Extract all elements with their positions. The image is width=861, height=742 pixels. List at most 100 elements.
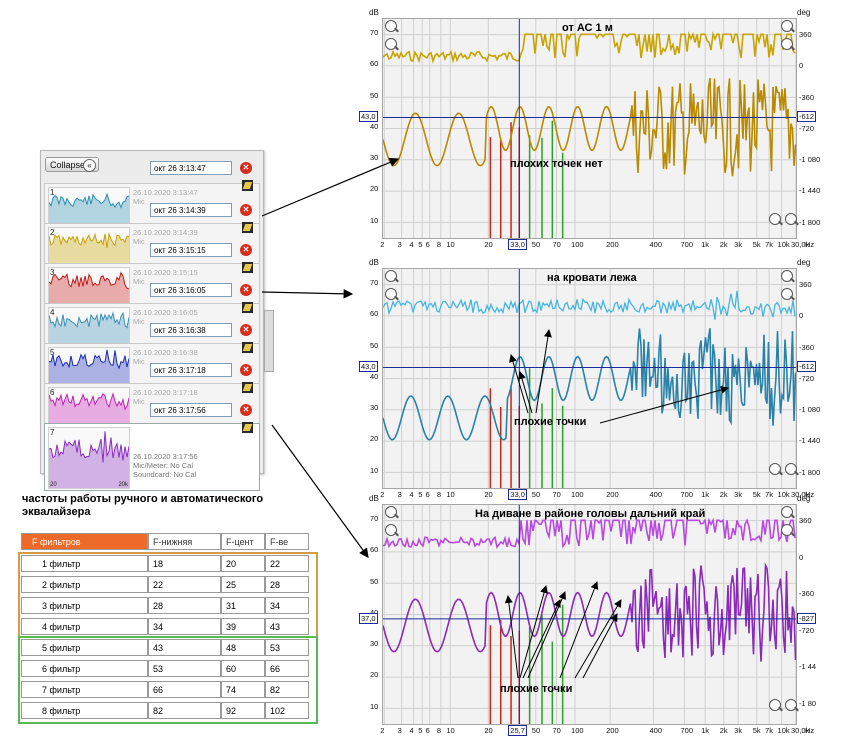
- measurement-name-field[interactable]: окт 26 3:16:05: [150, 283, 232, 297]
- measurement-date: 26.10.2020 3:16:05: [133, 308, 198, 317]
- phase-curve: [382, 31, 796, 64]
- thumbnail-axis-high: 20k: [118, 482, 128, 488]
- zoom-icon[interactable]: [385, 270, 397, 282]
- zoom-icon[interactable]: [385, 288, 397, 300]
- zoom-icon[interactable]: [385, 38, 397, 50]
- zoom-icon[interactable]: [785, 463, 797, 475]
- edit-measurement-icon[interactable]: [242, 382, 253, 393]
- zoom-person-icon[interactable]: [781, 506, 793, 518]
- bad-points-arrows-chart-2: [509, 329, 729, 424]
- remove-measurement-icon[interactable]: ✕: [240, 244, 252, 256]
- magnitude-curve: [382, 562, 797, 662]
- chart-title: от АС 1 м: [562, 22, 613, 34]
- db-unit-label: dB: [369, 258, 379, 267]
- table-header-cell: F фильтров: [21, 533, 148, 550]
- measurement-meta: 26.10.2020 3:17:18 Mic: [133, 388, 198, 406]
- edit-measurement-icon[interactable]: [242, 262, 253, 273]
- db-tick: 50: [370, 340, 379, 350]
- freq-tick: 4: [409, 726, 414, 735]
- db-tick: 70: [370, 514, 379, 523]
- db-tick: 70: [370, 278, 379, 287]
- measurement-item[interactable]: 7 20 20k 26.10.2020 3:17:56 Mic/Meter: No Ca…: [44, 423, 260, 491]
- table-header-cell: F-ве: [265, 533, 309, 550]
- zoom-person-icon[interactable]: [781, 38, 793, 50]
- edit-measurement-icon[interactable]: [242, 342, 253, 353]
- freq-tick: 70: [552, 240, 561, 249]
- edit-measurement-icon[interactable]: [242, 302, 253, 313]
- measurement-number: 1: [50, 188, 55, 197]
- deg-tick: -1 440: [799, 186, 821, 196]
- measurement-name-field[interactable]: окт 26 3:17:18: [150, 363, 232, 377]
- zoom-person-icon[interactable]: [781, 288, 793, 300]
- zoom-icon[interactable]: [385, 506, 397, 518]
- measurement-name-field[interactable]: окт 26 3:16:38: [150, 323, 232, 337]
- chart-plot-area[interactable]: [382, 504, 797, 725]
- freq-tick: 8: [436, 726, 441, 735]
- db-tick: 40: [370, 371, 379, 381]
- freq-tick: 2: [380, 240, 385, 249]
- measurement-mic: Mic: [133, 197, 145, 206]
- db-unit-label: dB: [369, 8, 379, 17]
- chart-title: На диване в районе головы дальний край: [475, 508, 706, 520]
- zoom-icon[interactable]: [769, 699, 781, 711]
- chart-annotation: плохие точки: [500, 683, 573, 695]
- remove-measurement-icon[interactable]: ✕: [240, 162, 252, 174]
- zoom-icon[interactable]: [385, 20, 397, 32]
- edit-measurement-icon[interactable]: [242, 422, 253, 433]
- filter-name-cell: 4 фильтр: [21, 618, 148, 635]
- zoom-person-icon[interactable]: [781, 20, 793, 32]
- filter-value-cell: 82: [265, 681, 309, 698]
- remove-measurement-icon[interactable]: ✕: [240, 404, 252, 416]
- bad-points-arrows-chart-3: [504, 581, 622, 679]
- filter-name-cell: 7 фильтр: [21, 681, 148, 698]
- zoom-icon[interactable]: [785, 213, 797, 225]
- filter-value-cell: 82: [148, 702, 221, 719]
- deg-tick: -360: [799, 342, 815, 352]
- measurement-name-field[interactable]: окт 26 3:15:15: [150, 243, 232, 257]
- remove-measurement-icon[interactable]: ✕: [240, 284, 252, 296]
- zoom-icon[interactable]: [769, 213, 781, 225]
- zoom-person-icon[interactable]: [781, 524, 793, 536]
- freq-tick: 1k: [701, 726, 710, 735]
- deg-tick: -360: [799, 92, 815, 102]
- pen-glyph: [242, 344, 253, 351]
- deg-tick: -360: [799, 589, 815, 598]
- deg-tick: 360: [799, 516, 812, 525]
- freq-tick: 70: [552, 490, 561, 499]
- db-tick: 10: [370, 465, 379, 475]
- freq-tick: 10k: [777, 726, 790, 735]
- edit-measurement-icon[interactable]: [242, 222, 253, 233]
- deg-tick: -1 080: [799, 405, 821, 415]
- chart-plot-area[interactable]: [382, 18, 797, 239]
- db-tick: 60: [370, 59, 379, 69]
- zoom-person-icon[interactable]: [781, 270, 793, 282]
- freq-tick: 5: [418, 240, 423, 249]
- filter-value-cell: 53: [265, 639, 309, 656]
- freq-tick: 30,0k: [791, 490, 810, 499]
- zoom-icon[interactable]: [769, 463, 781, 475]
- freq-tick: 200: [606, 490, 619, 499]
- measurement-name-field[interactable]: окт 26 3:17:56: [150, 403, 232, 417]
- panel-scrollbar[interactable]: [264, 310, 274, 372]
- deg-tick: 360: [799, 280, 812, 289]
- measurement-name-field[interactable]: окт 26 3:14:39: [150, 203, 232, 217]
- measurement-number: 5: [50, 348, 55, 357]
- remove-measurement-icon[interactable]: ✕: [240, 364, 252, 376]
- freq-tick: 8: [436, 240, 441, 249]
- db-tick: 40: [370, 121, 379, 131]
- freq-tick: 6: [425, 240, 430, 249]
- chart-plot-area[interactable]: [382, 268, 797, 489]
- freq-tick: 10: [446, 490, 455, 499]
- remove-measurement-icon[interactable]: ✕: [240, 204, 252, 216]
- remove-measurement-icon[interactable]: ✕: [240, 324, 252, 336]
- freq-tick: 30,0k: [791, 726, 810, 735]
- zoom-icon[interactable]: [385, 524, 397, 536]
- measurement-meta: 26.10.2020 3:15:15 Mic: [133, 268, 198, 286]
- edit-measurement-icon[interactable]: [242, 180, 253, 191]
- zoom-icon[interactable]: [785, 699, 797, 711]
- collapse-button[interactable]: Collapse «: [45, 157, 99, 172]
- chart-annotation: плохие точки: [514, 416, 587, 428]
- hz-unit-label: Hz: [805, 726, 815, 735]
- measurement-thumbnail: 5: [48, 347, 130, 385]
- measurement-name-field[interactable]: окт 26 3:13:47: [150, 161, 232, 175]
